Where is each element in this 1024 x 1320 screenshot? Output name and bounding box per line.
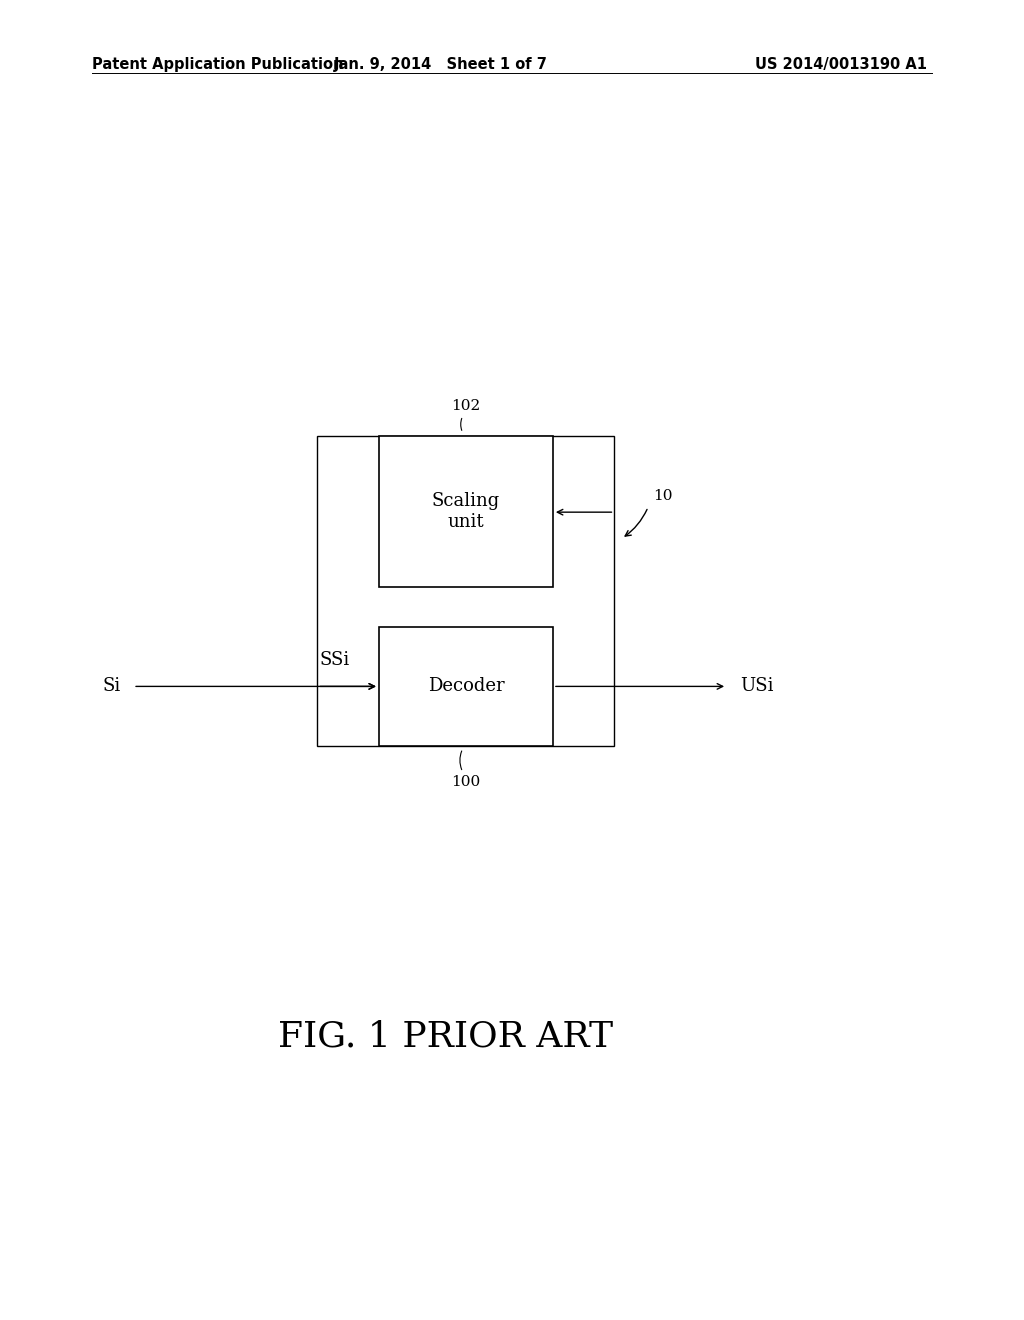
Text: US 2014/0013190 A1: US 2014/0013190 A1 bbox=[755, 57, 927, 71]
Bar bbox=[379, 627, 553, 746]
Text: 102: 102 bbox=[452, 399, 480, 413]
Text: 100: 100 bbox=[452, 775, 480, 789]
Text: FIG. 1 PRIOR ART: FIG. 1 PRIOR ART bbox=[278, 1019, 613, 1053]
Text: Patent Application Publication: Patent Application Publication bbox=[92, 57, 344, 71]
Text: Scaling
unit: Scaling unit bbox=[432, 492, 500, 531]
Text: SSi: SSi bbox=[319, 651, 350, 669]
Text: Jan. 9, 2014   Sheet 1 of 7: Jan. 9, 2014 Sheet 1 of 7 bbox=[334, 57, 547, 71]
Text: USi: USi bbox=[740, 677, 774, 696]
Bar bbox=[317, 436, 614, 746]
Text: Decoder: Decoder bbox=[428, 677, 504, 696]
Text: 10: 10 bbox=[653, 488, 673, 503]
Text: Si: Si bbox=[102, 677, 121, 696]
Bar bbox=[379, 436, 553, 587]
